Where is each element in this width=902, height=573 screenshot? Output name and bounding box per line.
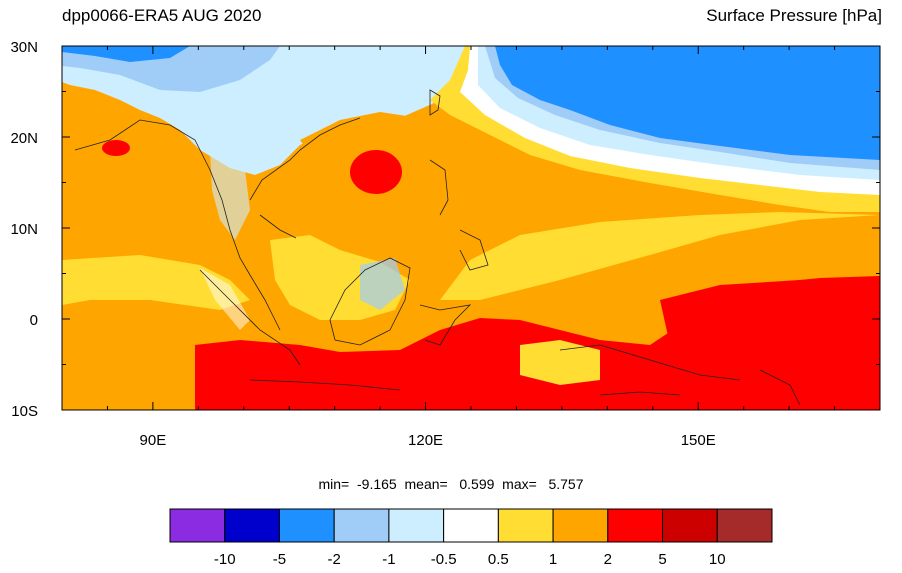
colorbar-label: -0.5 <box>431 551 457 568</box>
lon-label: 150E <box>681 432 716 449</box>
field-indian-yellow <box>62 255 250 310</box>
lon-labels: 90E 120E 150E <box>140 432 716 449</box>
field-northern-low-3 <box>62 46 190 62</box>
map-ticks <box>61 45 881 411</box>
field-central-yellow <box>440 212 880 300</box>
colorbar: -10 -5 -2 -1 -0.5 0.5 1 2 5 10 <box>169 508 773 568</box>
coastlines <box>74 89 801 406</box>
lat-labels: 30N 20N 10N 0 10S <box>10 39 38 420</box>
field-borneo-speckle <box>360 258 405 310</box>
lat-label: 10S <box>11 403 38 420</box>
field-bay-high <box>102 140 130 156</box>
field-bay-orange <box>62 150 210 250</box>
colorbar-swatch <box>169 508 226 543</box>
lat-label: 20N <box>10 130 38 147</box>
field-nusa-yellow <box>520 340 600 385</box>
field-scs-high <box>350 150 402 194</box>
colorbar-swatch <box>278 508 335 543</box>
colorbar-label: -2 <box>328 551 341 568</box>
colorbar-swatch <box>333 508 390 543</box>
colorbar-swatch <box>388 508 445 543</box>
lat-label: 30N <box>10 39 38 56</box>
colorbar-label: 1 <box>549 551 557 568</box>
colorbar-swatch <box>443 508 499 543</box>
field-pacific-high <box>660 278 880 370</box>
colorbar-label: -5 <box>273 551 286 568</box>
colorbar-swatch <box>607 508 664 543</box>
lat-label: 0 <box>30 312 38 329</box>
lon-label: 120E <box>408 432 443 449</box>
colorbar-label: -10 <box>214 551 236 568</box>
colorbar-label: 0.5 <box>488 551 509 568</box>
colorbar-swatch <box>224 508 280 543</box>
colorbar-label: 2 <box>604 551 612 568</box>
field-indochina-speckle <box>210 150 250 240</box>
colorbar-swatch <box>552 508 609 543</box>
stats-line: min= -9.165 mean= 0.599 max= 5.757 <box>318 476 584 492</box>
colorbar-swatch <box>497 508 554 543</box>
lat-label: 10N <box>10 221 38 238</box>
colorbar-label: -1 <box>382 551 395 568</box>
colorbar-label: 10 <box>709 551 726 568</box>
field-pacific-blue <box>495 46 880 160</box>
field-sumatra-speckle <box>200 268 250 330</box>
map-title: dpp0066-ERA5 AUG 2020 <box>62 6 262 25</box>
colorbar-label: 5 <box>658 551 666 568</box>
pressure-field <box>62 46 880 410</box>
variable-title: Surface Pressure [hPa] <box>706 6 882 25</box>
colorbar-swatch <box>716 508 773 543</box>
lon-label: 90E <box>140 432 167 449</box>
colorbar-swatch <box>662 508 718 543</box>
